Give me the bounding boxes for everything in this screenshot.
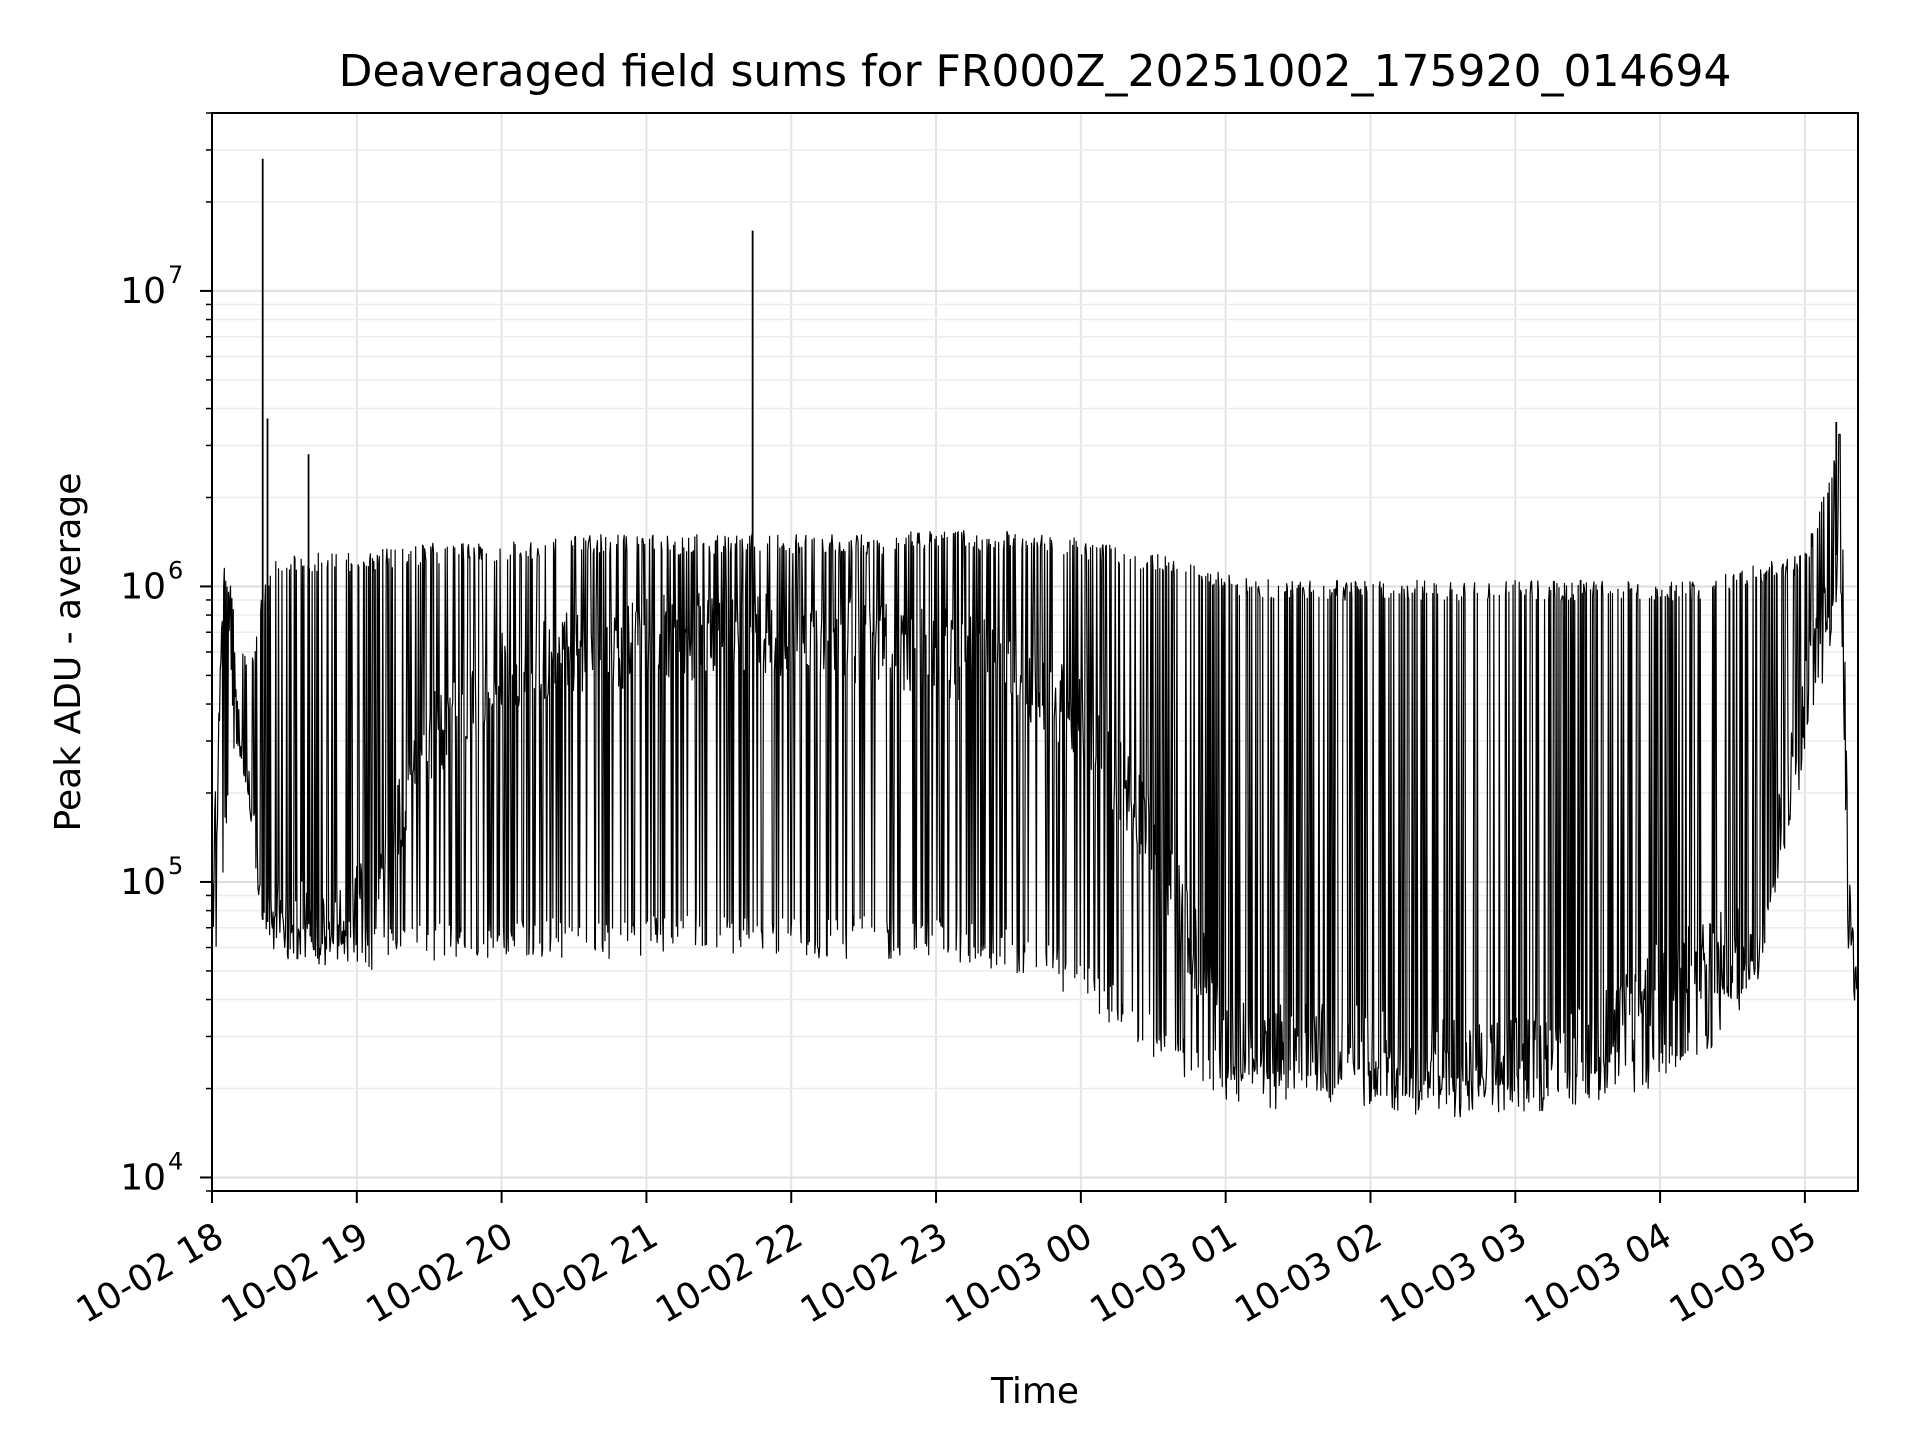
y-tick-exponent: 5 [168, 852, 183, 880]
y-tick-exponent: 7 [168, 261, 183, 289]
y-tick-label: 10 [120, 862, 166, 903]
y-tick-label: 10 [120, 271, 166, 312]
x-tick-label: 10-03 04 [1518, 1215, 1679, 1331]
x-tick-label: 10-02 20 [359, 1215, 520, 1331]
x-tick-label: 10-02 19 [215, 1215, 376, 1331]
spikes [261, 158, 1838, 925]
x-tick-label: 10-03 05 [1663, 1215, 1824, 1331]
x-tick-label: 10-02 21 [504, 1215, 665, 1331]
chart-title: Deaveraged field sums for FR000Z_2025100… [339, 46, 1732, 97]
x-tick-label: 10-03 01 [1083, 1215, 1244, 1331]
x-tick-label: 10-02 23 [794, 1215, 955, 1331]
y-axis-label: Peak ADU - average [48, 473, 89, 832]
y-tick-exponent: 4 [168, 1147, 183, 1175]
series-line [212, 433, 1858, 1118]
x-tick-label: 10-03 03 [1373, 1215, 1534, 1331]
x-tick-label: 10-03 00 [939, 1215, 1100, 1331]
y-tick-exponent: 6 [168, 556, 183, 584]
x-tick-label: 10-03 02 [1228, 1215, 1389, 1331]
x-tick-label: 10-02 22 [649, 1215, 810, 1331]
x-axis-label: Time [990, 1371, 1079, 1412]
y-tick-label: 10 [120, 566, 166, 607]
plot-area [212, 158, 1858, 1118]
x-tick-label: 10-02 18 [70, 1215, 231, 1331]
y-tick-label: 10 [120, 1157, 166, 1198]
